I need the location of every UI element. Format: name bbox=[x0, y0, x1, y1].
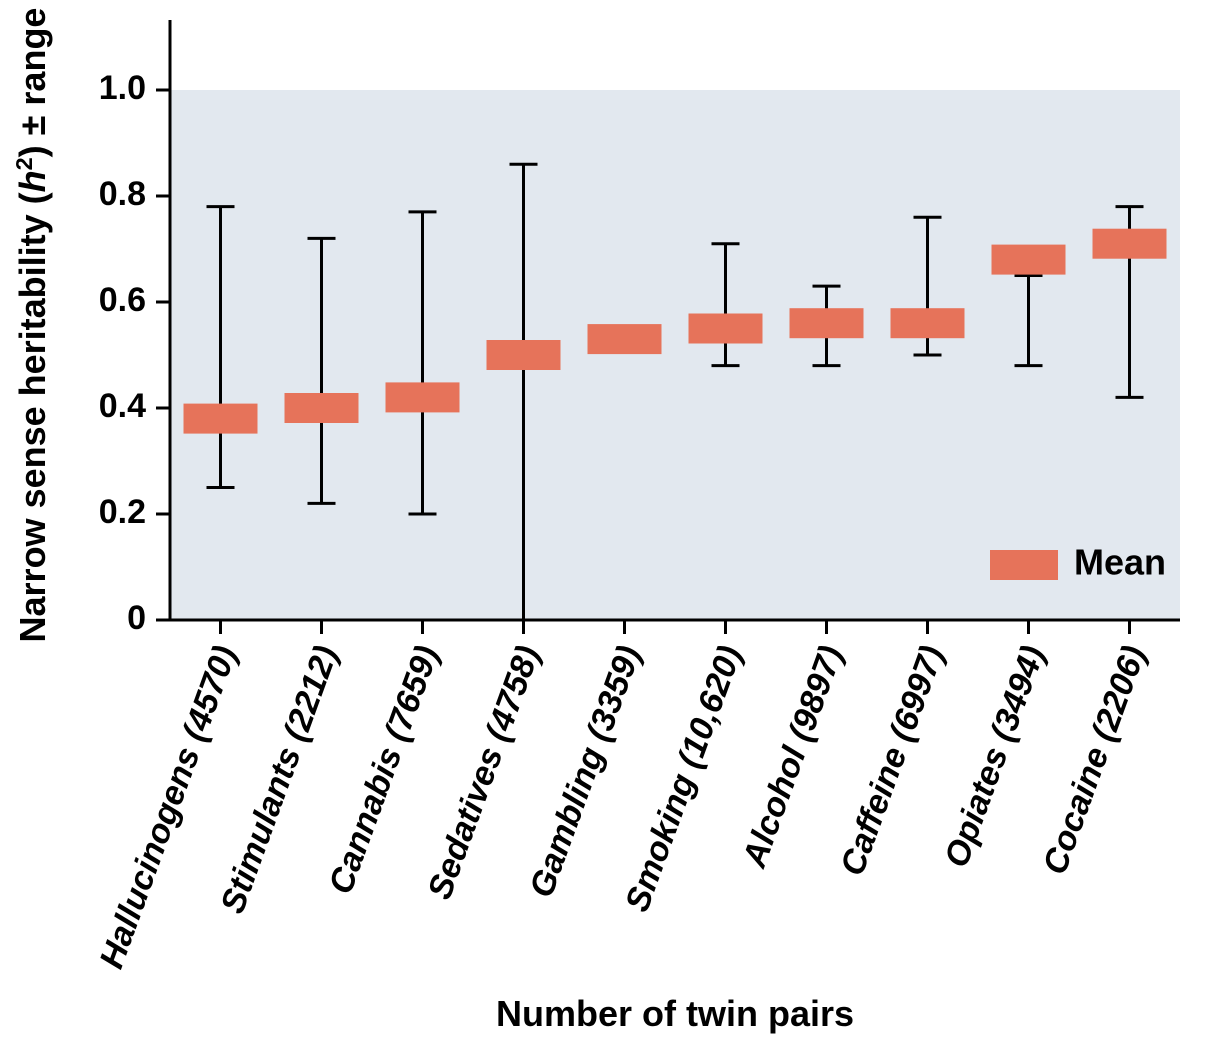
mean-marker bbox=[790, 308, 864, 338]
mean-marker bbox=[588, 324, 662, 354]
x-tick-label: Cocaine (2206) bbox=[1036, 641, 1154, 880]
mean-marker bbox=[891, 308, 965, 338]
legend-swatch bbox=[990, 550, 1058, 580]
x-tick-label: Sedatives (4758) bbox=[421, 641, 548, 904]
heritability-chart: 0 0.2 0.4 0.6 0.8 1.0 Narrow sense heritabilit… bbox=[0, 0, 1223, 1056]
y-axis-label: Narrow sense heritability (h2) ± range bbox=[11, 8, 53, 643]
x-axis-label: Number of twin pairs bbox=[496, 993, 854, 1034]
y-tick-label: 0 bbox=[127, 599, 146, 637]
y-tick-label: 0.6 bbox=[99, 281, 146, 319]
mean-marker bbox=[1093, 229, 1167, 259]
y-tick-label: 0.4 bbox=[99, 387, 146, 425]
y-tick-label: 1.0 bbox=[99, 69, 146, 107]
mean-marker bbox=[386, 382, 460, 412]
x-tick-label: Gambling (3359) bbox=[522, 641, 648, 903]
mean-marker bbox=[689, 314, 763, 344]
mean-marker bbox=[184, 404, 258, 434]
mean-marker bbox=[487, 340, 561, 370]
x-tick-label: Caffeine (6997) bbox=[833, 641, 951, 881]
x-tick-label: Opiates (3494) bbox=[937, 641, 1052, 872]
mean-marker bbox=[285, 393, 359, 423]
y-tick-label: 0.2 bbox=[99, 493, 146, 531]
legend-label: Mean bbox=[1074, 542, 1166, 583]
mean-marker bbox=[992, 245, 1066, 275]
y-tick-label: 0.8 bbox=[99, 175, 146, 213]
x-tick-label: Hallucinogens (4570) bbox=[92, 641, 244, 974]
x-tick-label: Cannabis (7659) bbox=[322, 641, 447, 899]
x-tick-label: Alcohol (9897) bbox=[735, 641, 851, 873]
